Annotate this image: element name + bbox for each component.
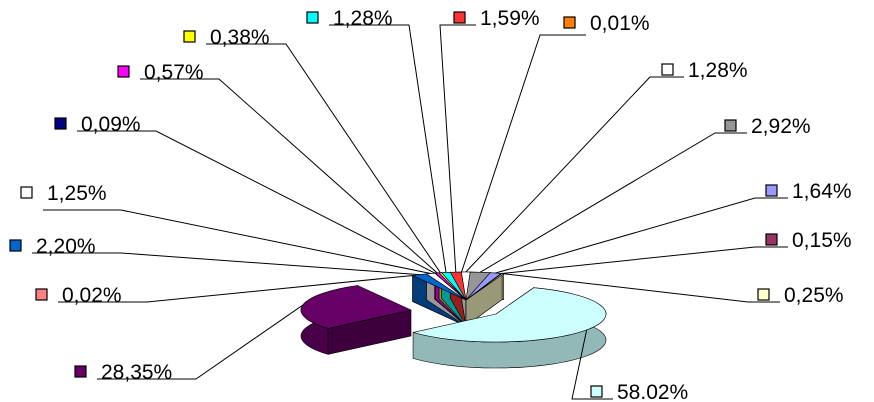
legend-key <box>590 385 603 398</box>
data-label: 58.02% <box>617 381 688 402</box>
legend-key <box>35 288 48 301</box>
legend-key <box>9 239 22 252</box>
data-label: 1,64% <box>792 180 852 203</box>
leader-line <box>571 329 613 400</box>
legend-key <box>306 11 319 24</box>
data-label: 0,09% <box>81 113 141 136</box>
leader-line <box>465 76 684 273</box>
data-label: 2,20% <box>36 235 96 258</box>
leader-line <box>461 34 586 273</box>
legend-key <box>117 65 130 78</box>
leader-line <box>495 197 788 274</box>
data-label: 0,57% <box>144 61 204 84</box>
leader-line <box>140 78 438 274</box>
data-label: 0,38% <box>210 26 270 49</box>
data-label: 1,59% <box>480 7 540 30</box>
legend-key <box>20 186 33 199</box>
data-label: 0,01% <box>590 12 650 35</box>
leader-line <box>77 130 436 274</box>
data-label: 1,28% <box>333 7 393 30</box>
leader-line <box>58 274 413 303</box>
pie-labels: 58.02% 28,35% 0,02% 2,20% 1,25% 0,09% 0,57% 0,3… <box>9 7 852 402</box>
leader-line <box>501 246 788 275</box>
legend-key <box>54 117 67 130</box>
legend-key <box>765 184 778 197</box>
data-label: 1,25% <box>47 182 107 205</box>
legend-key <box>757 288 770 301</box>
leader-line <box>502 273 780 303</box>
leader-line <box>329 24 447 273</box>
data-label: 0,02% <box>62 284 122 307</box>
pie-slice <box>300 285 412 329</box>
legend-key <box>724 119 737 132</box>
pie-tops <box>300 271 607 343</box>
leader-line <box>206 43 441 274</box>
leader-line <box>439 24 476 273</box>
legend-key <box>765 233 778 246</box>
leader-line <box>43 209 431 274</box>
data-label: 0,25% <box>784 284 844 307</box>
legend-key <box>183 30 196 43</box>
legend-key <box>661 63 674 76</box>
legend-key <box>453 11 466 24</box>
data-label: 28,35% <box>101 361 172 384</box>
leader-line <box>480 132 747 273</box>
data-label: 2,92% <box>751 115 811 138</box>
legend-key <box>563 16 576 29</box>
data-label: 0,15% <box>792 229 852 252</box>
leader-line <box>97 304 303 380</box>
leader-line <box>32 252 420 276</box>
legend-key <box>74 365 87 378</box>
data-label: 1,28% <box>688 59 748 82</box>
